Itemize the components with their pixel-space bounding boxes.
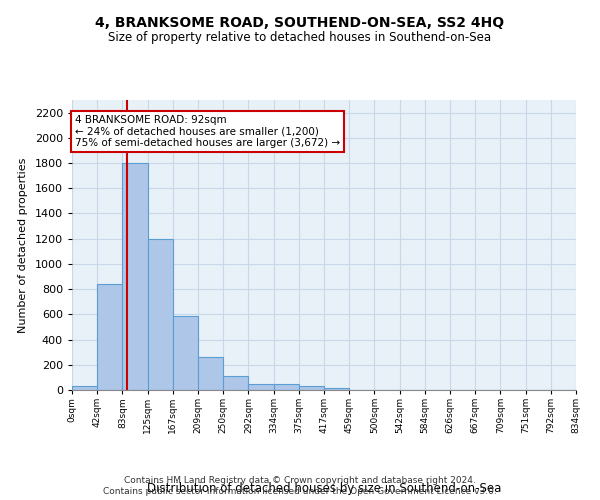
Bar <box>274 384 299 390</box>
Bar <box>148 238 173 390</box>
Bar <box>122 163 148 390</box>
Bar <box>299 386 324 390</box>
Bar <box>173 316 198 390</box>
Text: Contains HM Land Registry data © Crown copyright and database right 2024.: Contains HM Land Registry data © Crown c… <box>124 476 476 485</box>
Bar <box>198 357 223 390</box>
Bar <box>97 284 122 390</box>
Y-axis label: Number of detached properties: Number of detached properties <box>18 158 28 332</box>
Text: Size of property relative to detached houses in Southend-on-Sea: Size of property relative to detached ho… <box>109 31 491 44</box>
Bar <box>248 384 274 390</box>
Text: 4 BRANKSOME ROAD: 92sqm
← 24% of detached houses are smaller (1,200)
75% of semi: 4 BRANKSOME ROAD: 92sqm ← 24% of detache… <box>75 115 340 148</box>
Bar <box>223 376 248 390</box>
X-axis label: Distribution of detached houses by size in Southend-on-Sea: Distribution of detached houses by size … <box>147 482 501 495</box>
Bar <box>72 386 97 390</box>
Bar <box>324 388 349 390</box>
Text: 4, BRANKSOME ROAD, SOUTHEND-ON-SEA, SS2 4HQ: 4, BRANKSOME ROAD, SOUTHEND-ON-SEA, SS2 … <box>95 16 505 30</box>
Text: Contains public sector information licensed under the Open Government Licence v3: Contains public sector information licen… <box>103 487 497 496</box>
